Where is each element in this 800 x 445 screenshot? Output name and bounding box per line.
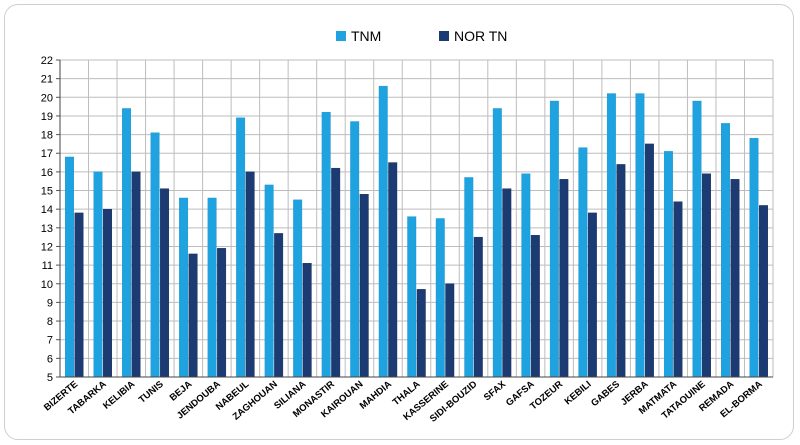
legend-swatch-tnm — [336, 31, 346, 41]
y-tick-label: 5 — [47, 372, 53, 384]
bar-nor-tn-kebili — [587, 212, 597, 378]
y-tick-label: 11 — [42, 260, 53, 272]
bar-nor-tn-beja — [188, 253, 198, 378]
bar-nor-tn-gafsa — [530, 235, 540, 378]
bar-nor-tn-tozeur — [559, 179, 569, 378]
bar-nor-tn-sfax — [502, 188, 512, 378]
y-tick-label: 18 — [41, 130, 53, 142]
axes — [59, 60, 773, 378]
y-tick-label: 12 — [41, 241, 53, 253]
y-axis-ticks: 5 6 7 8 9 10 11 12 13 14 15 16 17 18 19 20 21 22 — [41, 55, 60, 384]
bar-nor-tn-sidi-bouzid — [473, 236, 483, 378]
bar-tnm-sidi-bouzid — [464, 177, 474, 378]
bar-nor-tn-siliana — [302, 263, 312, 378]
bars — [65, 85, 768, 378]
x-tick-label: TOZEUR — [528, 379, 565, 413]
bar-tnm-kairouan — [350, 121, 360, 378]
bar-tnm-thala — [407, 216, 417, 378]
bar-tnm-kebili — [578, 147, 588, 378]
y-tick-label: 8 — [47, 316, 53, 328]
bar-nor-tn-kasserine — [445, 283, 455, 378]
bar-nor-tn-tataouine — [702, 173, 711, 378]
bar-tnm-tabarka — [93, 171, 103, 378]
bar-nor-tn-bizerte — [74, 212, 84, 378]
bar-nor-tn-zaghouan — [274, 233, 284, 378]
bar-nor-tn-jerba — [644, 143, 654, 378]
bar-nor-tn-matmata — [673, 201, 683, 378]
bar-tnm-zaghouan — [264, 184, 274, 378]
bar-nor-tn-monastir — [331, 167, 341, 378]
y-tick-label: 15 — [41, 186, 53, 198]
y-tick-label: 9 — [47, 297, 53, 309]
y-tick-label: 10 — [41, 279, 53, 291]
legend-swatch-nor-tn — [439, 31, 449, 41]
y-tick-label: 13 — [41, 223, 53, 235]
y-tick-label: 16 — [41, 167, 53, 179]
legend-label-tnm: TNM — [351, 28, 381, 44]
bar-tnm-mahdia — [378, 85, 388, 378]
bar-tnm-tataouine — [692, 100, 702, 378]
bar-tnm-beja — [179, 197, 189, 378]
legend-label-nor-tn: NOR TN — [454, 28, 507, 44]
bar-tnm-kasserine — [435, 218, 445, 378]
bar-tnm-siliana — [293, 199, 303, 378]
bar-tnm-remada — [721, 123, 730, 378]
bar-tnm-tozeur — [549, 100, 559, 378]
bar-tnm-monastir — [321, 112, 331, 378]
legend: TNM NOR TN — [336, 28, 507, 44]
bar-nor-tn-jendouba — [217, 248, 227, 378]
bar-tnm-jerba — [635, 93, 645, 378]
bar-nor-tn-el-borma — [759, 205, 768, 378]
bar-tnm-sfax — [492, 108, 502, 378]
bar-nor-tn-tabarka — [103, 208, 112, 378]
bar-tnm-gafsa — [521, 173, 531, 378]
bar-tnm-kelibia — [122, 108, 132, 378]
bar-nor-tn-remada — [730, 179, 740, 378]
x-tick-label: TUNIS — [137, 379, 166, 406]
bar-nor-tn-tunis — [160, 188, 170, 378]
y-tick-label: 19 — [41, 111, 53, 123]
bar-tnm-bizerte — [65, 156, 74, 378]
y-tick-label: 21 — [41, 74, 53, 86]
x-tick-label: KELIBIA — [101, 379, 137, 412]
y-tick-label: 20 — [41, 92, 53, 104]
x-tick-label: KEBILI — [563, 379, 594, 407]
bar-nor-tn-gabes — [616, 164, 626, 378]
bar-tnm-nabeul — [236, 117, 246, 378]
y-tick-label: 7 — [47, 335, 53, 347]
bar-nor-tn-thala — [416, 289, 426, 378]
bar-nor-tn-nabeul — [245, 171, 255, 378]
y-tick-label: 17 — [41, 148, 53, 160]
x-tick-label: MAHDIA — [358, 379, 394, 412]
bar-tnm-jendouba — [207, 197, 217, 378]
bar-nor-tn-kairouan — [359, 194, 369, 378]
bar-tnm-tunis — [150, 132, 160, 378]
bar-nor-tn-mahdia — [388, 162, 398, 378]
bar-tnm-gabes — [606, 93, 616, 378]
y-tick-label: 14 — [41, 204, 53, 216]
bar-tnm-matmata — [663, 151, 673, 378]
y-tick-label: 6 — [47, 353, 53, 365]
y-tick-label: 22 — [41, 55, 53, 67]
x-tick-label: GABES — [589, 379, 622, 409]
bar-tnm-el-borma — [749, 138, 759, 378]
bar-nor-tn-kelibia — [131, 171, 141, 378]
